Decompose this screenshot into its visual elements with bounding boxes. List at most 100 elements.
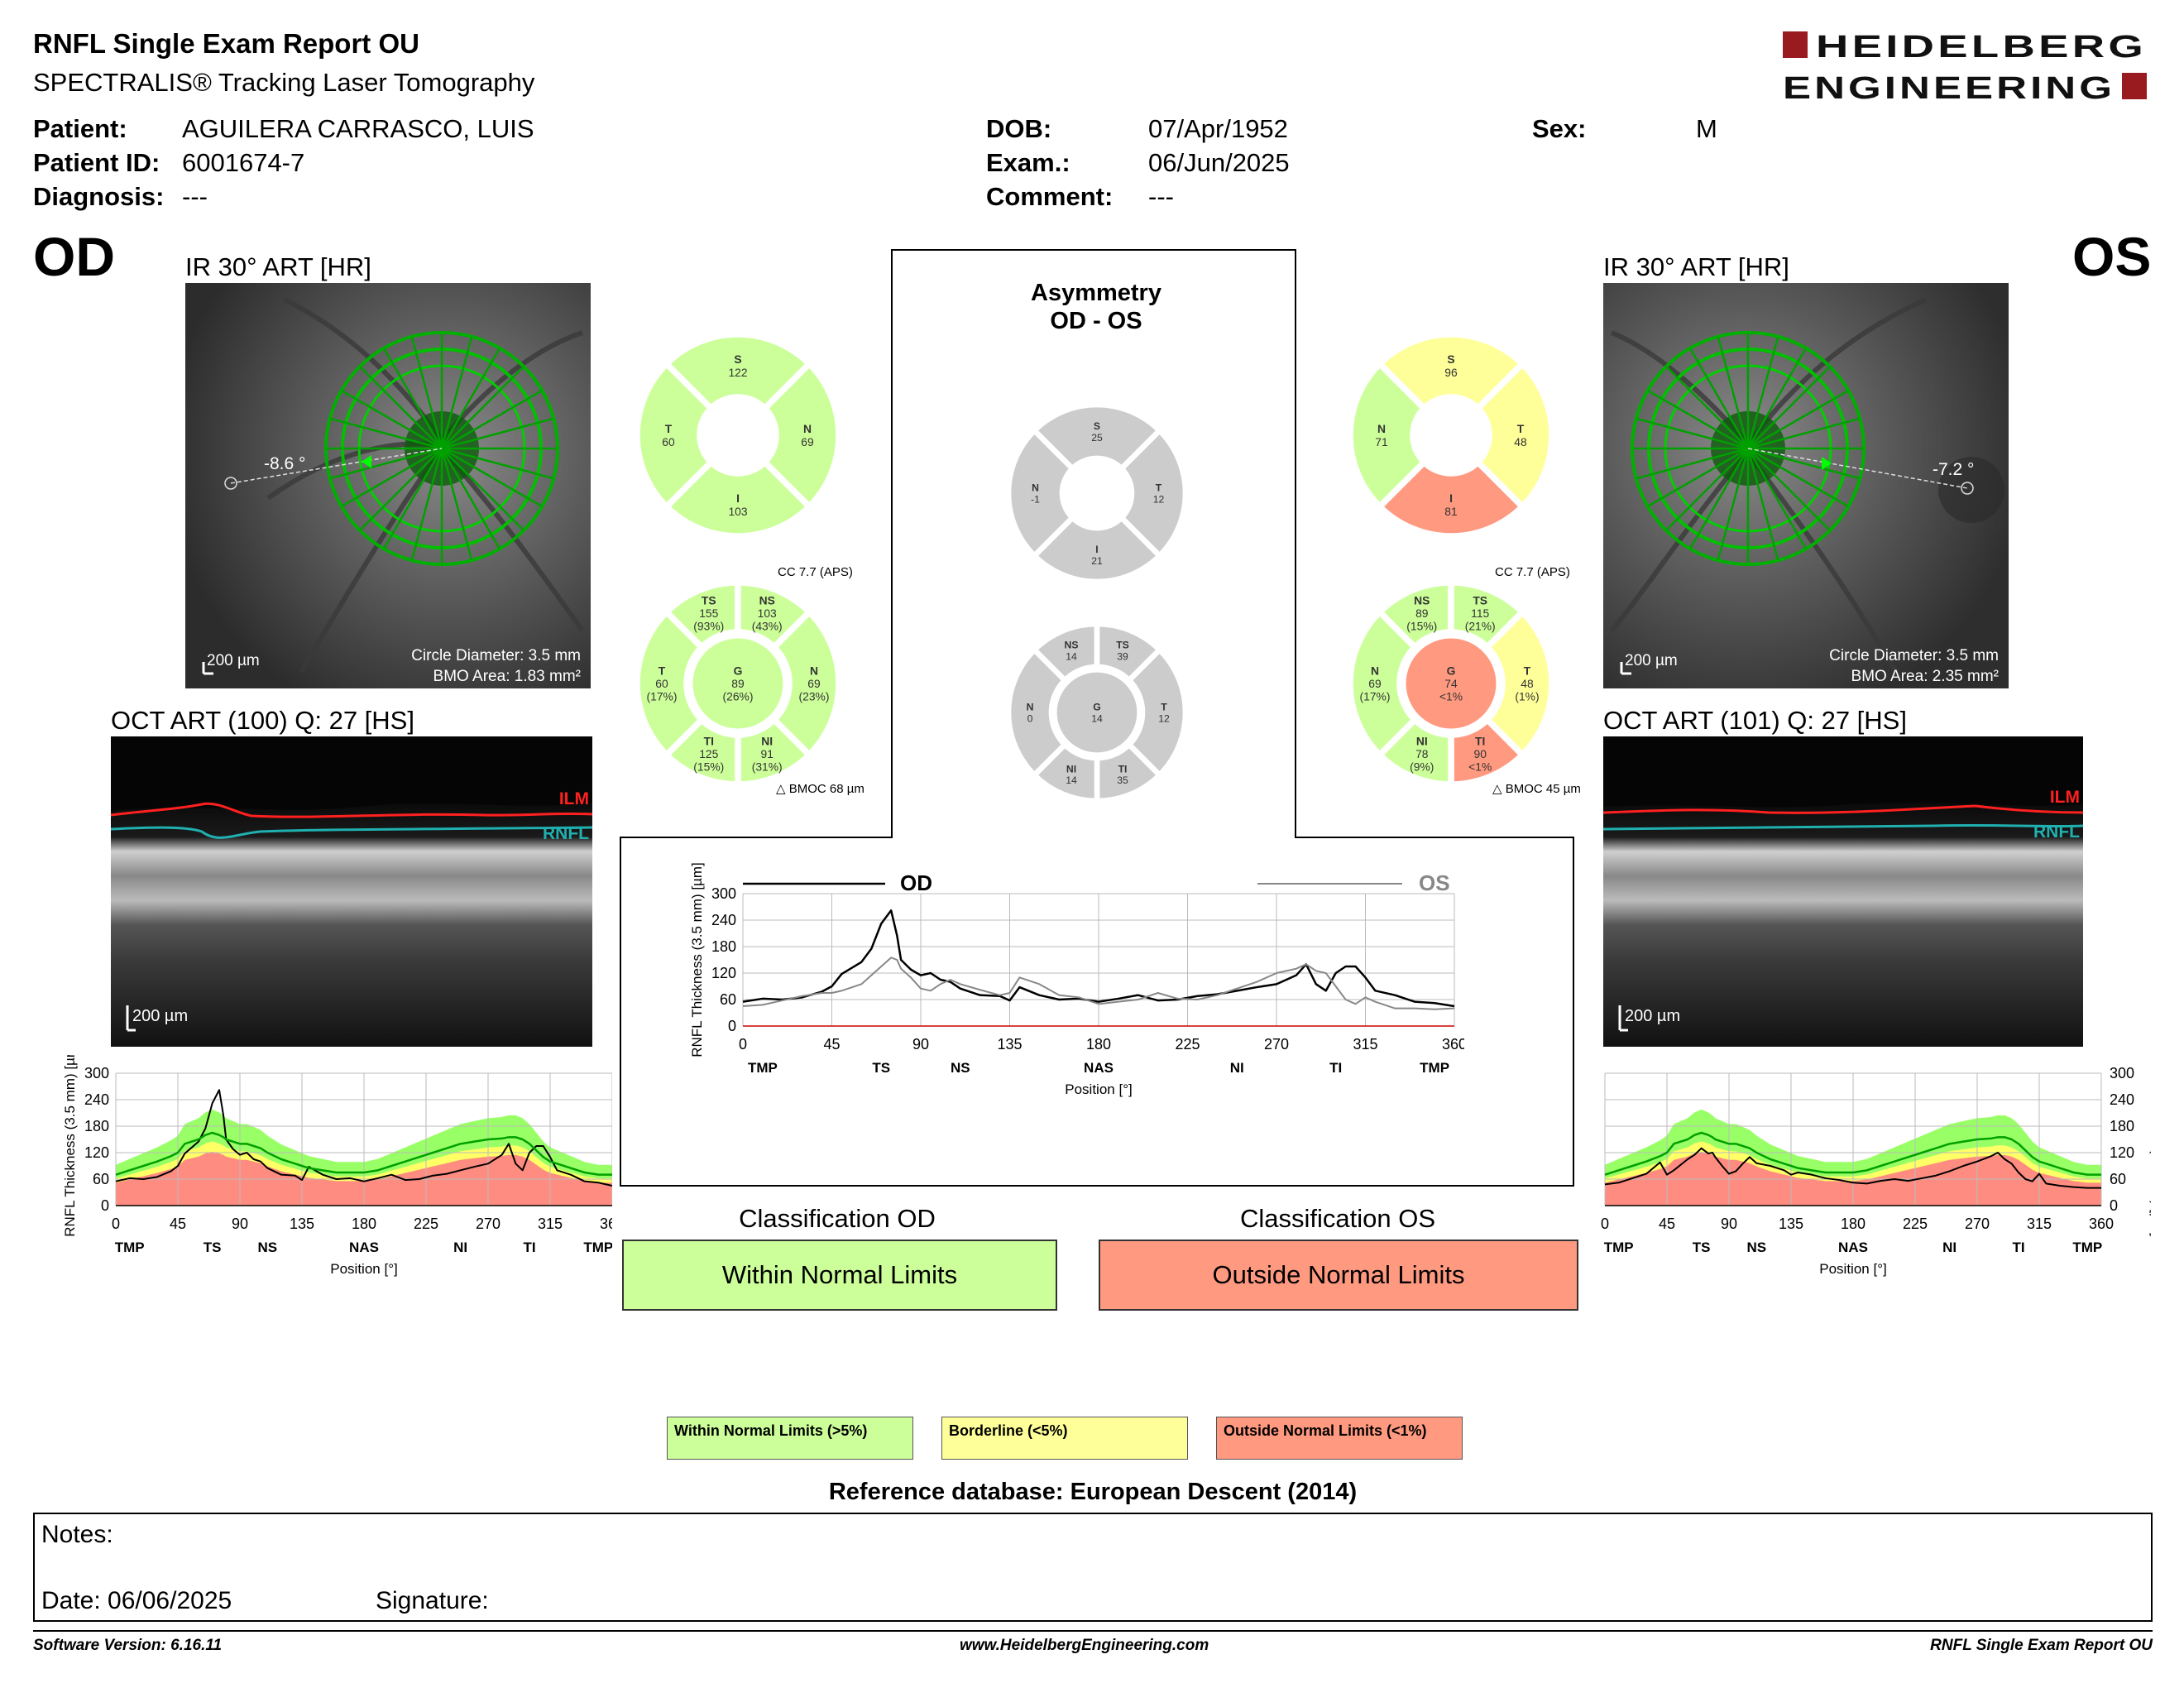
region-label: NS bbox=[951, 1060, 970, 1076]
region-label: NI bbox=[1230, 1060, 1244, 1076]
os-scan-pattern bbox=[1631, 331, 1866, 566]
sector-ni-label: 14 bbox=[1066, 774, 1077, 786]
asymmetry-quadrant-chart[interactable]: S 25 T 12 I 21 N -1 bbox=[1005, 401, 1189, 585]
sector-i-label: 21 bbox=[1091, 555, 1103, 567]
od-oct-bscan[interactable]: ILM RNFL 200 µm bbox=[110, 736, 593, 1047]
od-bmoc-value: BMOC 68 µm bbox=[788, 782, 864, 796]
sector-ns-label: (15%) bbox=[1406, 620, 1437, 633]
region-label: TS bbox=[1693, 1240, 1711, 1255]
od-fundus-image[interactable]: -8.6 ° 200 µm Circle Diameter: 3.5 mm BM… bbox=[185, 283, 591, 688]
sector-ti-label: TI bbox=[1475, 734, 1485, 747]
od-eye-label: OD bbox=[33, 226, 115, 287]
y-tick-label: 180 bbox=[84, 1118, 109, 1134]
y-tick-label: 60 bbox=[2110, 1171, 2126, 1187]
series-line-os bbox=[742, 957, 1455, 1010]
region-label: TMP bbox=[1604, 1240, 1634, 1255]
sector-ni-label: NI bbox=[1066, 763, 1076, 774]
x-tick-label: 0 bbox=[112, 1216, 120, 1232]
sector-i-label: 81 bbox=[1444, 505, 1458, 518]
sector-t-label: T bbox=[665, 422, 673, 435]
y-tick-label: 0 bbox=[2110, 1197, 2118, 1214]
notes-box[interactable]: Notes: Date: 06/06/2025 Signature: bbox=[33, 1513, 2153, 1622]
sector-t bbox=[634, 607, 706, 760]
sector-ni-label: 78 bbox=[1415, 747, 1429, 760]
sector-n bbox=[769, 607, 842, 760]
sector-t-label: 48 bbox=[1521, 677, 1534, 690]
website-link[interactable]: www.HeidelbergEngineering.com bbox=[960, 1637, 1209, 1654]
sector-s-label: 122 bbox=[728, 366, 747, 379]
y-axis-label: RNFL Thickness (3.5 mm) [µm] bbox=[689, 862, 705, 1057]
sector-i-label: 103 bbox=[728, 505, 747, 518]
sector-n-label: 71 bbox=[1375, 435, 1388, 448]
od-cc-label: CC 7.7 (APS) bbox=[778, 565, 853, 579]
os-ir-title: IR 30° ART [HR] bbox=[1603, 252, 1789, 281]
region-label: TS bbox=[204, 1240, 222, 1255]
os-fundus-image[interactable]: -7.2 ° 200 µm Circle Diameter: 3.5 mm BM… bbox=[1603, 283, 2009, 688]
os-oct-title: OCT ART (101) Q: 27 [HS] bbox=[1603, 706, 1907, 735]
os-oct-bscan[interactable]: ILM RNFL 200 µm bbox=[1602, 736, 2084, 1047]
y-axis-label: RNFL Thickness (3.5 mm) [µm] bbox=[62, 1055, 78, 1237]
od-rnfl-profile-chart[interactable]: 0 60 120 180 240 300 0 45 90 135 180 225 270 315 360 TM… bbox=[33, 1055, 612, 1312]
global-center bbox=[699, 396, 777, 474]
od-ir-title: IR 30° ART [HR] bbox=[185, 252, 371, 281]
x-tick-label: 225 bbox=[1903, 1216, 1928, 1232]
os-rnfl-label: RNFL bbox=[2033, 822, 2080, 842]
os-sector-chart[interactable]: NS 89 (15%) TS 115 (21%) T 48 (1%) TI 90 <1% NI 78 (9%… bbox=[1347, 579, 1555, 788]
sector-ns-label: NS bbox=[759, 593, 775, 607]
os-rnfl-profile-chart[interactable]: 0 60 120 180 240 300 0 45 90 135 180 225 270 315 360 TM… bbox=[1572, 1055, 2151, 1312]
sector-ns-label: 103 bbox=[758, 607, 777, 620]
sector-ts-label: 115 bbox=[1471, 607, 1489, 620]
os-quadrant-chart[interactable]: S 96 T 48 I 81 N 71 bbox=[1347, 331, 1555, 539]
global-label: G bbox=[1447, 664, 1456, 677]
dob-label: DOB: bbox=[986, 114, 1052, 143]
signature-label: Signature: bbox=[376, 1587, 489, 1614]
od-sector-chart[interactable]: TS 155 (93%) NS 103 (43%) N 69 (23%) NI 91 (31%) TI 1… bbox=[634, 579, 842, 788]
sector-n-label: N bbox=[803, 422, 812, 435]
logo-text-heidelberg: HEIDELBERG bbox=[1816, 30, 2147, 65]
legend-borderline: Borderline (<5%) bbox=[941, 1417, 1188, 1460]
patient-label: Patient: bbox=[33, 114, 127, 143]
logo-square-bottom bbox=[2122, 73, 2147, 99]
sector-ts-label: (93%) bbox=[693, 620, 724, 633]
od-quadrant-chart[interactable]: S 122 N 69 I 103 T 60 bbox=[634, 331, 842, 539]
x-tick-label: 135 bbox=[290, 1216, 314, 1232]
sector-n-label: N bbox=[1371, 664, 1379, 677]
report-subtitle: SPECTRALIS® Tracking Laser Tomography bbox=[33, 68, 535, 97]
y-tick-label: 60 bbox=[93, 1171, 109, 1187]
asymmetry-sector-chart[interactable]: NS 14 TS 39 T 12 TI 35 NI 14 N 0 G 14 bbox=[1005, 621, 1189, 804]
sector-t-label: T bbox=[1524, 664, 1531, 677]
sector-n-label: 69 bbox=[1368, 677, 1382, 690]
y-tick-label: 180 bbox=[2110, 1118, 2134, 1134]
region-label: NAS bbox=[349, 1240, 379, 1255]
x-tick-label: 180 bbox=[352, 1216, 376, 1232]
footer-report-name: RNFL Single Exam Report OU bbox=[1930, 1637, 2153, 1654]
x-tick-label: 45 bbox=[1659, 1216, 1675, 1232]
logo-text-engineering: ENGINEERING bbox=[1783, 71, 2115, 104]
sector-ns-label: (43%) bbox=[752, 620, 783, 633]
x-tick-label: 90 bbox=[232, 1216, 248, 1232]
y-tick-label: 240 bbox=[2110, 1091, 2134, 1108]
sector-n-label: N bbox=[1377, 422, 1386, 435]
region-label: TMP bbox=[583, 1240, 612, 1255]
os-fundus-scale: 200 µm bbox=[1625, 652, 1678, 669]
sector-n-label: 69 bbox=[801, 435, 814, 448]
region-label: NAS bbox=[1838, 1240, 1868, 1255]
sector-t-label: (17%) bbox=[647, 690, 678, 703]
region-label: TI bbox=[1329, 1060, 1342, 1076]
os-legend-label: OS bbox=[1419, 870, 1450, 895]
os-circle-diameter: Circle Diameter: 3.5 mm bbox=[1829, 647, 1999, 664]
ou-comparison-chart[interactable]: 0 60 120 180 240 300 0 45 90 135 180 225 270 315 360 TM… bbox=[654, 861, 1464, 1117]
os-classification-box: Outside Normal Limits bbox=[1099, 1240, 1578, 1311]
legend-outside-normal: Outside Normal Limits (<1%) bbox=[1216, 1417, 1463, 1460]
x-tick-label: 270 bbox=[476, 1216, 500, 1232]
exam-label: Exam.: bbox=[986, 148, 1070, 177]
y-tick-label: 240 bbox=[84, 1091, 109, 1108]
x-tick-label: 45 bbox=[170, 1216, 186, 1232]
os-oct-scale: 200 µm bbox=[1625, 1007, 1680, 1025]
report-title: RNFL Single Exam Report OU bbox=[33, 28, 419, 59]
region-label: TS bbox=[872, 1060, 890, 1076]
sector-ti-label: TI bbox=[704, 734, 714, 747]
sector-n-label: -1 bbox=[1031, 493, 1040, 505]
sector-n-label: 0 bbox=[1027, 712, 1033, 724]
software-version: Software Version: 6.16.11 bbox=[33, 1637, 223, 1654]
